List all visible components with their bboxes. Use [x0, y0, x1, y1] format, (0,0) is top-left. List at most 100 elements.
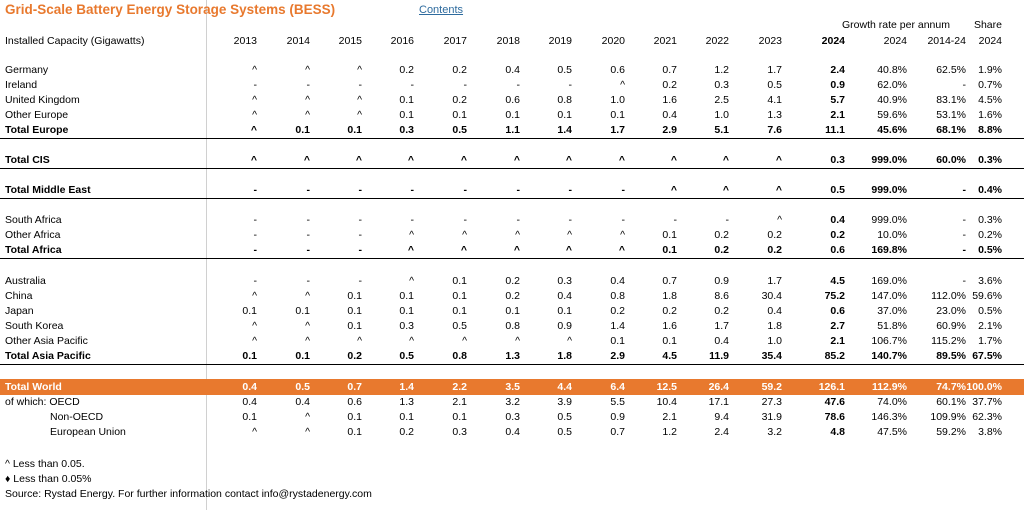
table-cell: 11.1: [825, 124, 845, 136]
table-cell: 53.1%: [936, 109, 966, 121]
table-cell: 0.4: [767, 305, 782, 317]
table-cell: 0.1: [452, 109, 467, 121]
table-cell: 1.2: [662, 426, 677, 438]
table-cell: ^: [565, 244, 572, 256]
table-cell: 0.1: [242, 350, 257, 362]
table-cell: 89.5%: [936, 350, 966, 362]
table-cell: 0.1: [399, 94, 414, 106]
table-cell: 0.8: [505, 320, 520, 332]
table-cell: 0.1: [347, 290, 362, 302]
table-cell: 59.2: [761, 381, 782, 393]
table-cell: 2.9: [610, 350, 625, 362]
table-cell: 0.1: [452, 275, 467, 287]
table-cell: 0.6: [830, 244, 845, 256]
table-row: Other Asia Pacific ^ ^ ^ ^ ^ ^ ^ 0.1 0.1 0.4 1.0 2.1…: [0, 334, 1024, 349]
table-cell: 3.2: [505, 396, 520, 408]
table-cell: 0.6: [830, 305, 845, 317]
table-cell: 78.6: [824, 411, 845, 423]
table-row: Ireland - - - - - - - ^ 0.2 0.3 0.5 0.9 62.0% -0.7%: [0, 78, 1024, 93]
table-cell: 2.1: [452, 396, 467, 408]
table-cell: ^: [305, 320, 310, 332]
table-cell: 0.1: [452, 290, 467, 302]
row-label: Other Africa: [5, 229, 61, 241]
header-col-13: 2014-24: [927, 35, 966, 47]
table-cell: 0.1: [399, 109, 414, 121]
table-cell: 0.2: [662, 305, 677, 317]
share-header: Share: [973, 19, 1002, 31]
table-cell: 4.4: [557, 381, 572, 393]
table-cell: 0.4: [610, 275, 625, 287]
table-cell: 1.3: [767, 109, 782, 121]
table-cell: 0.6: [610, 64, 625, 76]
table-cell: 1.3: [399, 396, 414, 408]
table-cell: 0.1: [505, 305, 520, 317]
table-cell: 0.1: [347, 426, 362, 438]
table-cell: 0.2: [767, 244, 782, 256]
table-cell: -: [358, 275, 363, 287]
table-cell: 0.3: [399, 320, 414, 332]
table-cell: ^: [513, 244, 520, 256]
table-cell: 999.0%: [871, 184, 907, 196]
table-cell: 0.7%: [978, 79, 1002, 91]
table-cell: 2.1: [830, 109, 845, 121]
table-cell: -: [568, 79, 573, 91]
table-cell: 1.6: [662, 320, 677, 332]
table-cell: 0.5%: [978, 305, 1002, 317]
row-label: European Union: [50, 426, 126, 438]
contents-link[interactable]: Contents: [419, 4, 464, 16]
table-cell: 0.4: [505, 426, 520, 438]
table-cell: -: [621, 184, 626, 196]
table-header-row: Installed Capacity (Gigawatts) 2013 2014 2…: [0, 34, 1024, 49]
header-col-3: 2016: [390, 35, 414, 47]
table-cell: -: [410, 214, 415, 226]
row-label: Japan: [5, 305, 34, 317]
table-cell: -: [621, 214, 626, 226]
table-cell: 0.5: [557, 426, 572, 438]
table-cell: ^: [462, 335, 467, 347]
table-cell: 4.8: [830, 426, 845, 438]
table-cell: ^: [670, 184, 677, 196]
table-cell: 0.4: [830, 214, 845, 226]
table-row: China ^ ^ 0.1 0.1 0.1 0.2 0.4 0.8 1.8 8.6 30.4 75.2 1…: [0, 289, 1024, 304]
table-cell: -: [962, 275, 967, 287]
table-cell: 59.2%: [936, 426, 966, 438]
table-cell: 62.5%: [936, 64, 966, 76]
table-cell: ^: [252, 320, 257, 332]
table-cell: -: [516, 184, 521, 196]
row-label: Total CIS: [5, 154, 50, 166]
table-cell: 0.4: [242, 396, 257, 408]
table-cell: 147.0%: [871, 290, 907, 302]
header-col-8: 2021: [653, 35, 677, 47]
table-cell: 0.1: [662, 335, 677, 347]
table-cell: 0.8: [452, 350, 467, 362]
table-cell: 26.4: [708, 381, 729, 393]
table-cell: -: [306, 214, 311, 226]
table-cell: 0.2: [505, 290, 520, 302]
table-cell: 67.5%: [972, 350, 1002, 362]
table-cell: 0.4%: [978, 184, 1002, 196]
table-cell: 0.2%: [978, 229, 1002, 241]
table-cell: 0.5: [295, 381, 310, 393]
table-cell: 0.1: [399, 290, 414, 302]
table-cell: 1.8: [557, 350, 572, 362]
table-row: Total World 0.4 0.5 0.7 1.4 2.2 3.5 4.4 6.4 12.5 2…: [0, 379, 1024, 395]
table-cell: 0.1: [242, 305, 257, 317]
table-cell: 0.9: [557, 320, 572, 332]
table-cell: 0.4: [505, 64, 520, 76]
table-cell: 1.8: [662, 290, 677, 302]
growth-rate-header: Growth rate per annum: [842, 19, 950, 31]
table-cell: 23.0%: [936, 305, 966, 317]
table-cell: 169.8%: [871, 244, 907, 256]
table-cell: -: [306, 184, 311, 196]
table-cell: 1.4: [557, 124, 572, 136]
table-cell: 140.7%: [871, 350, 907, 362]
table-row: Australia - - - ^ 0.1 0.2 0.3 0.4 0.7 0.9 1.7 4.5 169…: [0, 274, 1024, 289]
table-cell: 37.0%: [877, 305, 907, 317]
row-label: Ireland: [5, 79, 38, 91]
table-cell: ^: [618, 244, 625, 256]
table-cell: 0.2: [347, 350, 362, 362]
table-row: Total Europe ^ 0.1 0.1 0.3 0.5 1.1 1.4 1.7 2.9 5.1…: [0, 123, 1024, 139]
table-cell: -: [358, 184, 363, 196]
table-cell: -: [463, 214, 468, 226]
table-cell: ^: [250, 124, 257, 136]
